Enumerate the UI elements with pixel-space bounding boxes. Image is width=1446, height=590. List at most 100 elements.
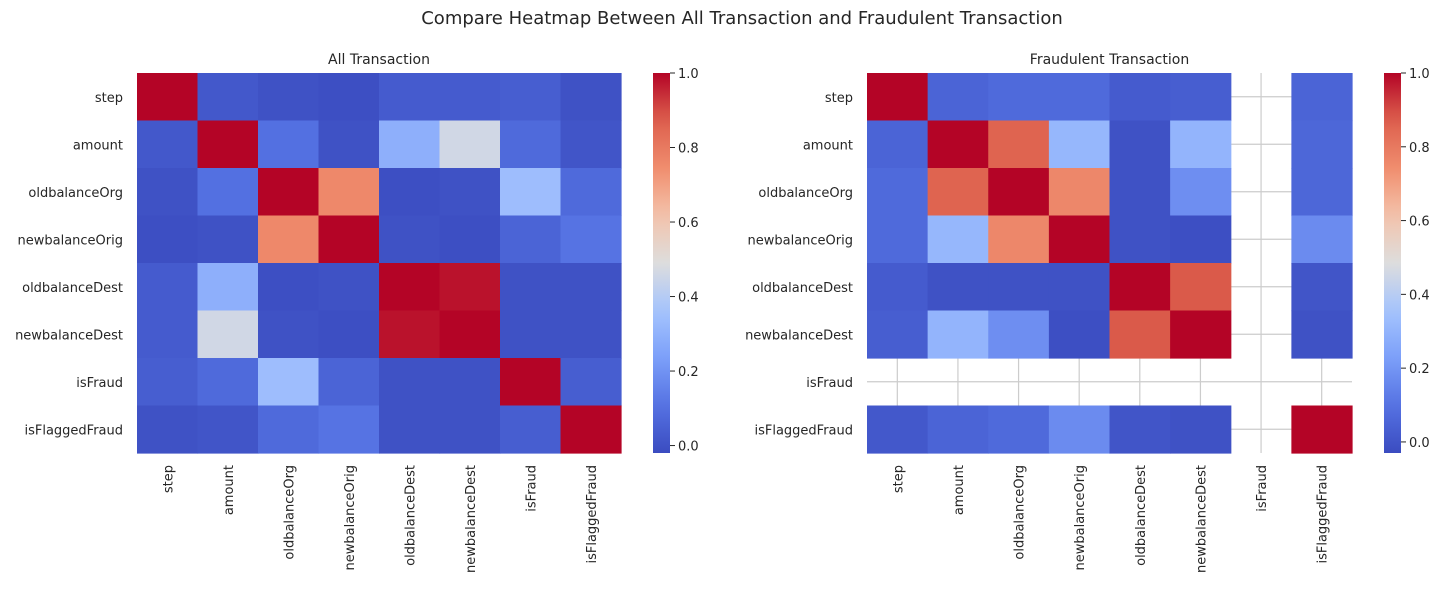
col-label-oldbalance-dest: oldbalanceDest bbox=[403, 465, 418, 566]
heatmap-cell-oldbalance-org-newbalance-orig bbox=[1048, 168, 1111, 217]
heatmap-cell-is-flagged-fraud-newbalance-dest bbox=[1170, 405, 1232, 454]
heatmap-cell-is-fraud-newbalance-orig bbox=[318, 358, 380, 407]
heatmap-cell-step-is-flagged-fraud bbox=[1291, 73, 1353, 122]
row-label-step: step bbox=[95, 91, 123, 106]
heatmap-cell-oldbalance-dest-oldbalance-dest bbox=[1109, 263, 1171, 312]
heatmap-cell-oldbalance-dest-step bbox=[867, 263, 929, 312]
heatmap-cell-step-amount bbox=[927, 73, 989, 122]
heatmap-cell-amount-newbalance-dest bbox=[1170, 120, 1232, 169]
heatmap-panel-fraudulent-transaction: Fraudulent Transaction step amount oldbalan… bbox=[745, 52, 1430, 573]
col-label-newbalance-orig: newbalanceOrig bbox=[1073, 465, 1088, 571]
row-label-newbalance-dest: newbalanceDest bbox=[745, 328, 853, 343]
colorbar-tick-label: 0.2 bbox=[678, 365, 699, 380]
heatmap-cell-is-flagged-fraud-newbalance-orig bbox=[318, 405, 380, 454]
colorbar-tick-label: 0.4 bbox=[678, 291, 699, 306]
row-label-is-fraud: isFraud bbox=[806, 376, 853, 391]
heatmap-cell-is-fraud-oldbalance-dest bbox=[379, 358, 441, 407]
heatmap-cell-is-flagged-fraud-is-flagged-fraud bbox=[560, 405, 622, 454]
row-label-amount: amount bbox=[803, 138, 853, 153]
heatmap-cell-newbalance-dest-step bbox=[867, 310, 929, 359]
heatmap-cell-amount-newbalance-dest bbox=[439, 120, 501, 169]
colorbar-tick-label: 1.0 bbox=[1409, 67, 1430, 82]
heatmap-cell-amount-amount bbox=[197, 120, 259, 169]
heatmap-cell-amount-step bbox=[867, 120, 929, 169]
heatmap-cell-is-flagged-fraud-is-flagged-fraud bbox=[1291, 405, 1353, 454]
heatmap-cell-newbalance-orig-oldbalance-org bbox=[258, 215, 320, 264]
heatmap-cell-step-newbalance-dest bbox=[1170, 73, 1232, 122]
row-label-is-flagged-fraud: isFlaggedFraud bbox=[24, 423, 123, 438]
heatmap-cell-oldbalance-org-is-fraud bbox=[500, 168, 562, 217]
heatmap-cell-newbalance-dest-oldbalance-dest bbox=[379, 310, 441, 359]
col-label-step: step bbox=[161, 465, 176, 493]
heatmap-cell-oldbalance-org-oldbalance-dest bbox=[1109, 168, 1171, 217]
col-label-amount: amount bbox=[222, 465, 237, 515]
heatmap-cell-is-flagged-fraud-step bbox=[137, 405, 199, 454]
heatmap-cell-step-step bbox=[137, 73, 199, 122]
heatmap-cell-newbalance-dest-amount bbox=[197, 310, 259, 359]
colorbar-tick-label: 0.8 bbox=[678, 142, 699, 157]
heatmap-cell-newbalance-orig-oldbalance-org bbox=[988, 215, 1050, 264]
heatmap-cell-amount-is-flagged-fraud bbox=[1291, 120, 1353, 169]
heatmap-cell-oldbalance-dest-step bbox=[137, 263, 199, 312]
heatmap-cell-newbalance-dest-newbalance-dest bbox=[439, 310, 501, 359]
heatmap-cell-newbalance-dest-newbalance-dest bbox=[1170, 310, 1232, 359]
row-label-step: step bbox=[825, 91, 853, 106]
heatmap-cell-oldbalance-org-step bbox=[137, 168, 199, 217]
heatmap-cell-is-flagged-fraud-newbalance-dest bbox=[439, 405, 501, 454]
row-label-is-fraud: isFraud bbox=[76, 376, 123, 391]
heatmap-cell-newbalance-dest-oldbalance-org bbox=[258, 310, 320, 359]
heatmap-cell-oldbalance-org-newbalance-orig bbox=[318, 168, 380, 217]
heatmap-cell-step-oldbalance-dest bbox=[379, 73, 441, 122]
row-label-oldbalance-org: oldbalanceOrg bbox=[758, 186, 853, 201]
heatmap-cell-oldbalance-org-newbalance-dest bbox=[439, 168, 501, 217]
heatmap-cell-newbalance-orig-oldbalance-dest bbox=[379, 215, 441, 264]
heatmap-cell-amount-oldbalance-dest bbox=[379, 120, 441, 169]
heatmap-cell-is-flagged-fraud-amount bbox=[197, 405, 259, 454]
heatmap-cell-oldbalance-org-step bbox=[867, 168, 929, 217]
colorbar-tick-label: 0.4 bbox=[1409, 288, 1430, 303]
heatmap-cell-is-flagged-fraud-is-fraud bbox=[500, 405, 562, 454]
heatmap-cell-amount-amount bbox=[927, 120, 989, 169]
heatmap-cell-is-flagged-fraud-amount bbox=[927, 405, 989, 454]
heatmap-cell-newbalance-orig-newbalance-dest bbox=[439, 215, 501, 264]
heatmap-cell-step-oldbalance-org bbox=[258, 73, 320, 122]
heatmap-cell-oldbalance-dest-oldbalance-dest bbox=[379, 263, 441, 312]
col-label-is-flagged-fraud: isFlaggedFraud bbox=[585, 465, 600, 564]
heatmap-cell-oldbalance-dest-is-fraud bbox=[500, 263, 562, 312]
heatmap-cell-oldbalance-dest-oldbalance-org bbox=[988, 263, 1050, 312]
colorbar-tick-label: 0.8 bbox=[1409, 141, 1430, 156]
heatmap-cell-newbalance-dest-amount bbox=[927, 310, 989, 359]
heatmap-cell-is-fraud-amount bbox=[197, 358, 259, 407]
heatmap-cell-amount-newbalance-orig bbox=[318, 120, 380, 169]
panel-title: Fraudulent Transaction bbox=[1030, 52, 1189, 68]
colorbar-tick-label: 0.6 bbox=[678, 216, 699, 231]
heatmap-panel-all-transaction: All Transaction step amount oldbalanceOrg ne… bbox=[15, 52, 699, 573]
heatmap-cell-step-amount bbox=[197, 73, 259, 122]
col-label-newbalance-dest: newbalanceDest bbox=[1194, 465, 1209, 573]
heatmap-cell-is-fraud-is-fraud bbox=[500, 358, 562, 407]
heatmap-cell-oldbalance-org-amount bbox=[927, 168, 989, 217]
col-label-oldbalance-org: oldbalanceOrg bbox=[1013, 465, 1028, 560]
heatmap-cell-amount-oldbalance-dest bbox=[1109, 120, 1171, 169]
heatmap-cell-amount-oldbalance-org bbox=[988, 120, 1050, 169]
heatmap-cell-newbalance-dest-is-fraud bbox=[500, 310, 562, 359]
colorbar bbox=[653, 73, 670, 453]
heatmap-cell-step-newbalance-dest bbox=[439, 73, 501, 122]
heatmap-cell-is-fraud-newbalance-dest bbox=[439, 358, 501, 407]
heatmap-cell-newbalance-dest-is-flagged-fraud bbox=[1291, 310, 1353, 359]
heatmap-cell-amount-step bbox=[137, 120, 199, 169]
heatmap-cell-is-fraud-step bbox=[137, 358, 199, 407]
heatmap-cell-is-flagged-fraud-newbalance-orig bbox=[1048, 405, 1111, 454]
heatmap-cell-amount-newbalance-orig bbox=[1048, 120, 1111, 169]
row-label-newbalance-dest: newbalanceDest bbox=[15, 328, 123, 343]
heatmap-cell-newbalance-orig-amount bbox=[197, 215, 259, 264]
heatmap-cell-oldbalance-org-amount bbox=[197, 168, 259, 217]
col-label-oldbalance-dest: oldbalanceDest bbox=[1134, 465, 1149, 566]
heatmap-cell-is-fraud-oldbalance-org bbox=[258, 358, 320, 407]
heatmap-cell-oldbalance-dest-newbalance-dest bbox=[1170, 263, 1232, 312]
col-label-newbalance-dest: newbalanceDest bbox=[464, 465, 479, 573]
heatmap-cell-newbalance-dest-newbalance-orig bbox=[318, 310, 380, 359]
colorbar-tick-label: 0.0 bbox=[1409, 436, 1430, 451]
colorbar bbox=[1384, 73, 1401, 453]
